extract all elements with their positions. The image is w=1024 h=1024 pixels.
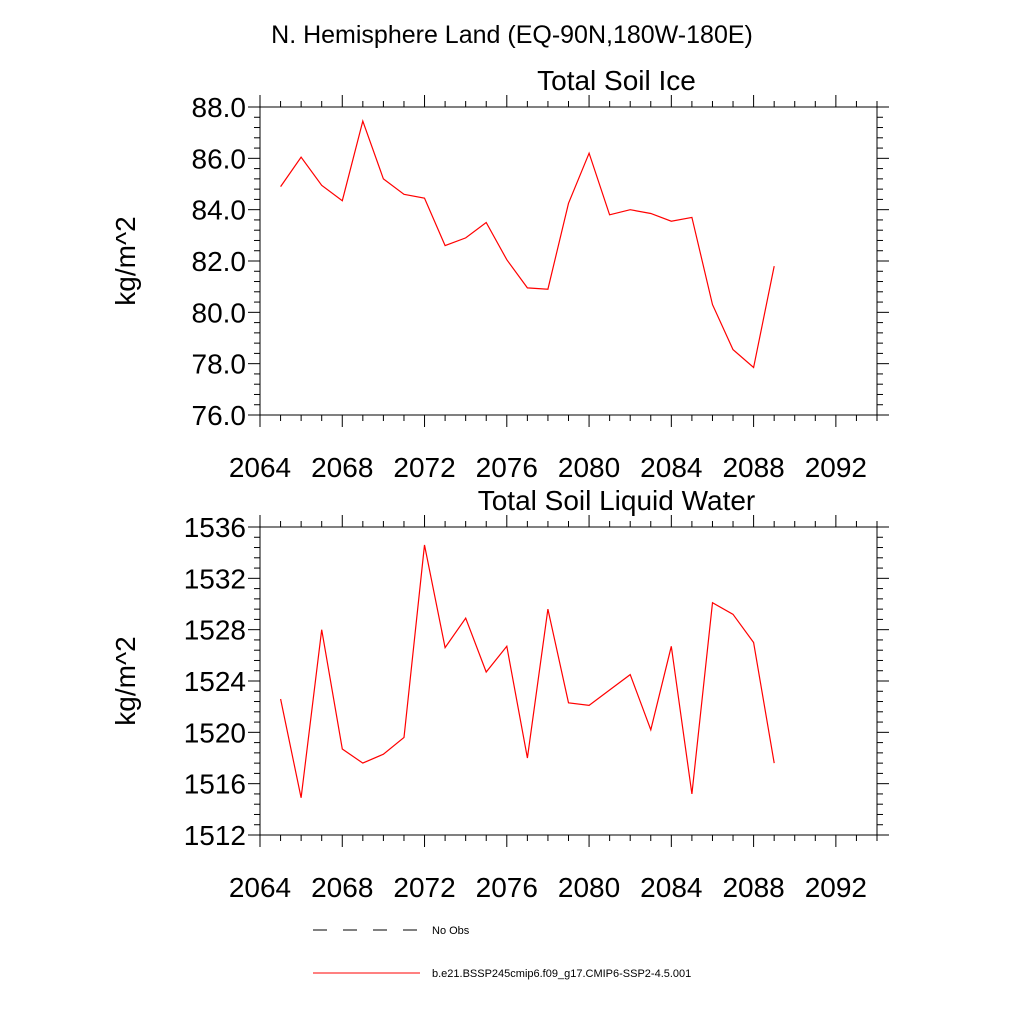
x-tick-label: 2076 — [476, 872, 538, 903]
x-tick-label: 2068 — [311, 872, 373, 903]
y-tick-label: 80.0 — [192, 297, 247, 328]
x-tick-label: 2088 — [722, 872, 784, 903]
plot-frame — [259, 106, 878, 416]
main-title: N. Hemisphere Land (EQ-90N,180W-180E) — [271, 21, 753, 49]
x-tick-label: 2072 — [393, 452, 455, 483]
x-tick-label: 2068 — [311, 452, 373, 483]
plot-frame — [259, 526, 878, 836]
x-tick-label: 2064 — [229, 452, 291, 483]
x-tick-label: 2076 — [476, 452, 538, 483]
x-tick-label: 2092 — [805, 872, 867, 903]
panel-total-soil-ice: Total Soil Ice kg/m^2 2064 2068 2072 2076 2080… — [110, 65, 889, 483]
series-line — [280, 544, 775, 798]
y-tick-label: 84.0 — [192, 195, 247, 226]
series-line — [280, 119, 775, 369]
legend-series-label: b.e21.BSSP245cmip6.f09_g17.CMIP6-SSP2-4.… — [432, 968, 691, 980]
y-tick-label: 1524 — [184, 666, 246, 697]
y-tick-label: 78.0 — [192, 349, 247, 380]
chart-title: Total Soil Ice — [537, 65, 696, 96]
y-tick-label: 82.0 — [192, 246, 247, 277]
x-tick-label: 2072 — [393, 872, 455, 903]
x-tick-label: 2092 — [805, 452, 867, 483]
y-tick-label: 88.0 — [192, 92, 247, 123]
x-tick-label: 2080 — [558, 872, 620, 903]
x-tick-label: 2088 — [722, 452, 784, 483]
y-tick-label: 1528 — [184, 615, 246, 646]
legend-obs-label: No Obs — [432, 925, 470, 937]
y-tick-label: 1532 — [184, 563, 246, 594]
y-tick-label: 1512 — [184, 820, 246, 851]
x-tick-label: 2080 — [558, 452, 620, 483]
y-tick-label: 86.0 — [192, 143, 247, 174]
chart-title: Total Soil Liquid Water — [478, 485, 756, 516]
y-tick-label: 1516 — [184, 769, 246, 800]
y-tick-label: 76.0 — [192, 400, 247, 431]
y-axis-label: kg/m^2 — [110, 216, 141, 305]
x-tick-label: 2084 — [640, 872, 702, 903]
y-tick-label: 1536 — [184, 512, 246, 543]
x-tick-label: 2084 — [640, 452, 702, 483]
y-axis-label: kg/m^2 — [110, 636, 141, 725]
y-tick-label: 1520 — [184, 717, 246, 748]
x-tick-label: 2064 — [229, 872, 291, 903]
legend: No Obs b.e21.BSSP245cmip6.f09_g17.CMIP6-… — [313, 925, 691, 980]
panel-total-soil-liquid-water: Total Soil Liquid Water kg/m^2 2064 2068 207… — [110, 485, 889, 903]
